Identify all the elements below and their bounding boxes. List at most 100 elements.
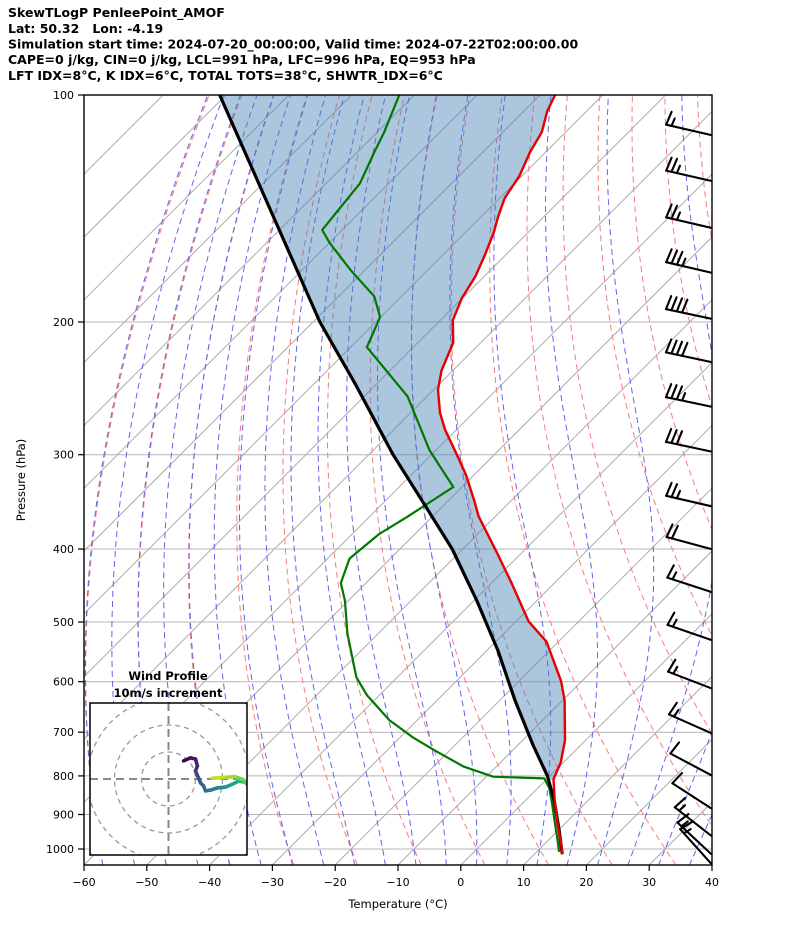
wind-barb [679, 820, 712, 865]
barb-feather [665, 481, 673, 497]
header-indices-1: CAPE=0 j/kg, CIN=0 j/kg, LCL=991 hPa, LF… [8, 52, 476, 67]
barb-feather [666, 564, 675, 579]
barb-half-feather [675, 489, 682, 500]
y-tick-label: 800 [53, 770, 74, 783]
y-tick-label: 400 [53, 543, 74, 556]
wind-profile-inset: Wind Profile 10m/s increment [89, 669, 248, 856]
barb-feather [676, 813, 690, 824]
x-tick-label: 0 [457, 876, 464, 889]
dewpoint-line [321, 95, 561, 853]
sounding-profiles [218, 95, 567, 855]
barb-feather [675, 250, 684, 266]
isotherm-line [84, 95, 666, 678]
y-tick-label: 600 [53, 676, 74, 689]
isotherm-line [711, 864, 712, 865]
barb-feather [673, 796, 687, 809]
x-axis: −60 −50 −40 −30 −20 −10 0 10 20 30 40 [72, 865, 719, 889]
y-tick-label: 500 [53, 616, 74, 629]
dry-adiabat-line [664, 95, 712, 409]
y-tick-label: 900 [53, 809, 74, 822]
barb-staff [666, 576, 712, 593]
barb-half-feather [680, 820, 689, 828]
y-tick-label: 300 [53, 449, 74, 462]
moist-adiabat-line [84, 95, 209, 865]
header-indices-2: LFT IDX=8°C, K IDX=6°C, TOTAL TOTS=38°C,… [8, 68, 443, 84]
y-axis-label: Pressure (hPa) [14, 439, 28, 522]
barb-feather [670, 483, 679, 499]
page-title: SkewTLogP PenleePoint_AMOF [8, 5, 225, 21]
wind-barbs [664, 110, 712, 865]
isotherm-line [209, 361, 712, 865]
hodograph-trace-segment [210, 775, 226, 781]
barb-feather [681, 341, 689, 357]
barb-half-feather [675, 211, 682, 221]
moist-adiabat-line [658, 730, 712, 865]
barb-staff [665, 216, 712, 229]
dry-adiabat-line [489, 95, 677, 865]
isotherm-line [84, 95, 352, 364]
y-tick-label: 700 [53, 726, 74, 739]
barb-staff [665, 535, 712, 551]
barb-half-feather [678, 804, 687, 812]
y-tick-label: 200 [53, 316, 74, 329]
y-axis: 100 200 300 400 500 600 700 800 900 1000 [46, 89, 84, 856]
barb-feather [665, 203, 673, 219]
barb-feather [665, 523, 674, 539]
isotherm-line [84, 95, 541, 552]
x-tick-label: −10 [386, 876, 409, 889]
barb-half-feather [670, 117, 676, 127]
barb-half-feather [675, 164, 682, 175]
wind-barb [665, 110, 712, 137]
dry-adiabat-line [85, 95, 210, 865]
dry-adiabat-line [762, 92, 794, 865]
moist-adiabat-line [627, 95, 712, 865]
barb-feather [670, 429, 678, 445]
wind-barb [665, 523, 712, 551]
x-tick-label: 40 [705, 876, 719, 889]
barb-staff [667, 713, 712, 735]
barb-half-feather [671, 571, 678, 581]
barb-staff [671, 782, 712, 810]
moist-adiabat-line [264, 95, 327, 865]
isotherm-line [84, 95, 290, 301]
moist-adiabat-line [449, 95, 512, 865]
wind-barb [665, 156, 712, 182]
dry-adiabat-line [450, 95, 613, 865]
x-tick-label: −60 [72, 876, 95, 889]
barb-feather [669, 741, 681, 755]
barb-feather [664, 427, 673, 443]
isotherm-line [272, 424, 712, 865]
temperature-line [436, 95, 567, 855]
barb-feather [675, 340, 684, 356]
x-tick-label: 30 [642, 876, 656, 889]
moist-adiabat-line [720, 89, 794, 865]
isotherm-line [460, 613, 712, 865]
barb-feather [670, 249, 679, 265]
wind-barb [664, 338, 712, 364]
dry-adiabat-line [282, 95, 358, 865]
moist-adiabat-line [544, 95, 598, 865]
x-tick-label: 10 [517, 876, 531, 889]
isotherm-line [334, 487, 712, 865]
barb-staff [665, 261, 712, 274]
barb-staff [665, 169, 712, 182]
dry-adiabat-line [526, 95, 712, 827]
dry-adiabat-line [597, 95, 712, 637]
x-tick-label: 20 [579, 876, 593, 889]
y-tick-label: 1000 [46, 843, 74, 856]
barb-feather [675, 297, 684, 313]
barb-staff [667, 670, 712, 690]
barb-feather [666, 611, 676, 626]
isotherm-line [146, 299, 712, 865]
barb-feather [665, 248, 673, 264]
barb-half-feather [681, 392, 687, 402]
hodograph-trace-segment [222, 774, 237, 780]
x-tick-label: −30 [261, 876, 284, 889]
x-tick-label: −20 [324, 876, 347, 889]
dry-adiabat-line [696, 95, 712, 245]
barb-feather [675, 385, 684, 401]
isotherm-line [84, 95, 478, 489]
barb-staff [665, 494, 712, 508]
moist-adiabat-line [596, 95, 655, 865]
